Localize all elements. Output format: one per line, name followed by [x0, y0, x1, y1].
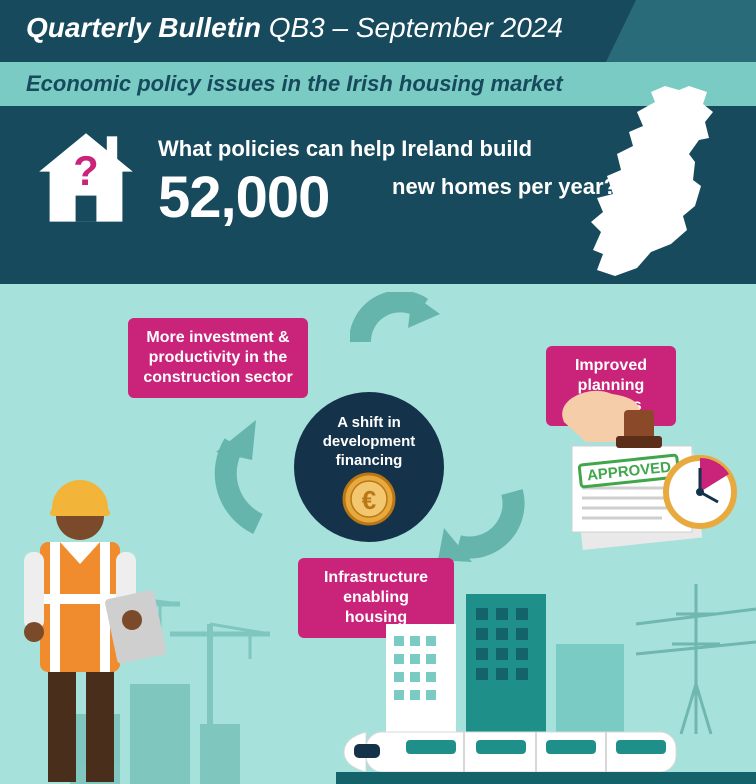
main-area: More investment & productivity in the co… — [0, 284, 756, 784]
subheader-text: Economic policy issues in the Irish hous… — [26, 71, 563, 97]
pill-construction: More investment & productivity in the co… — [128, 318, 308, 398]
header-bar: Quarterly Bulletin QB3 – September 2024 — [0, 0, 756, 62]
header-accent — [606, 0, 756, 62]
cycle-arrow-left — [210, 414, 298, 534]
svg-text:€: € — [362, 485, 376, 515]
hero-big-number: 52,000 — [158, 164, 329, 231]
header-title: Quarterly Bulletin QB3 – September 2024 — [26, 12, 563, 44]
cycle-arrow-right — [438, 480, 528, 562]
svg-text:?: ? — [73, 147, 98, 194]
euro-coin-icon: € — [342, 472, 396, 526]
header-title-bold: Quarterly Bulletin — [26, 12, 261, 43]
header-title-light: QB3 – September 2024 — [269, 12, 563, 43]
center-circle: A shift in development financing € — [294, 392, 444, 542]
ireland-map-icon — [570, 80, 740, 300]
hero-question-line: What policies can help Ireland build — [158, 136, 532, 162]
approved-stamp-group: APPROVED — [532, 384, 742, 559]
construction-worker-icon — [0, 444, 170, 784]
city-train-icon — [336, 564, 756, 784]
cycle-arrow-top — [350, 292, 440, 362]
center-circle-text: A shift in development financing — [294, 414, 444, 470]
house-question-icon: ? — [34, 128, 138, 232]
